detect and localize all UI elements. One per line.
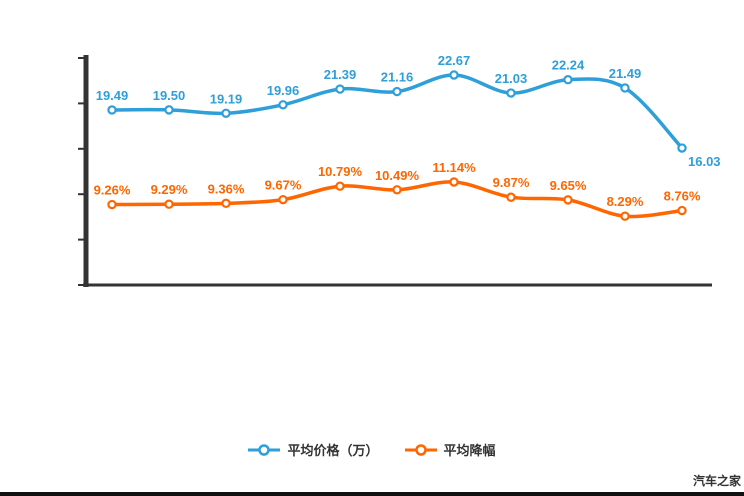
series-line-0 bbox=[111, 73, 684, 150]
data-point-label: 21.49 bbox=[609, 66, 642, 81]
data-point-label: 11.14% bbox=[432, 160, 476, 175]
data-point-marker[interactable] bbox=[563, 75, 573, 85]
data-point-marker[interactable] bbox=[164, 105, 174, 115]
data-point-label: 10.79% bbox=[318, 164, 363, 179]
watermark-autohome: 汽车之家 bbox=[692, 474, 741, 488]
data-point-label: 8.76% bbox=[664, 189, 701, 204]
data-point-marker[interactable] bbox=[107, 199, 117, 210]
data-point-label: 10.49% bbox=[375, 168, 420, 183]
data-point-marker[interactable] bbox=[392, 185, 402, 195]
legend-line-marker-blue-icon bbox=[248, 443, 281, 456]
data-point-label: 19.49 bbox=[96, 88, 129, 103]
data-point-label: 21.03 bbox=[495, 71, 528, 86]
data-point-marker[interactable] bbox=[449, 70, 459, 80]
legend-label-avg-discount: 平均降幅 bbox=[443, 443, 496, 458]
data-point-label: 8.29% bbox=[607, 194, 644, 209]
data-point-label: 9.65% bbox=[550, 178, 587, 193]
data-point-label: 16.03 bbox=[688, 154, 721, 169]
data-point-label: 19.50 bbox=[153, 88, 186, 103]
chart-legend: 平均价格（万） 平均降幅 bbox=[0, 440, 744, 459]
data-point-marker[interactable] bbox=[506, 192, 516, 202]
legend-item-avg-price[interactable]: 平均价格（万） bbox=[248, 440, 379, 459]
data-point-marker[interactable] bbox=[335, 181, 345, 191]
data-point-marker[interactable] bbox=[449, 177, 459, 187]
data-point-label: 9.67% bbox=[265, 178, 302, 193]
data-point-marker[interactable] bbox=[278, 194, 288, 205]
data-point-marker[interactable] bbox=[335, 84, 345, 94]
data-point-marker[interactable] bbox=[506, 88, 516, 98]
data-point-marker[interactable] bbox=[677, 143, 687, 153]
data-point-marker[interactable] bbox=[563, 195, 573, 205]
data-point-marker[interactable] bbox=[221, 108, 231, 118]
data-point-marker[interactable] bbox=[107, 105, 117, 115]
data-point-label: 19.19 bbox=[210, 91, 243, 106]
data-point-label: 9.87% bbox=[493, 175, 530, 190]
bottom-border-bar bbox=[0, 492, 744, 496]
legend-label-avg-price: 平均价格（万） bbox=[287, 443, 379, 458]
data-point-marker[interactable] bbox=[278, 100, 288, 110]
data-point-marker[interactable] bbox=[677, 205, 687, 216]
data-point-label: 21.39 bbox=[324, 67, 357, 82]
data-point-marker[interactable] bbox=[620, 211, 630, 221]
data-point-marker[interactable] bbox=[392, 86, 402, 97]
data-point-label: 9.26% bbox=[94, 183, 131, 198]
legend-line-marker-orange-icon bbox=[404, 443, 437, 456]
data-point-label: 21.16 bbox=[381, 70, 414, 85]
data-point-label: 9.29% bbox=[151, 182, 188, 197]
data-point-label: 22.67 bbox=[438, 53, 471, 68]
data-point-label: 22.24 bbox=[552, 58, 585, 73]
data-point-marker[interactable] bbox=[164, 199, 174, 209]
data-point-marker[interactable] bbox=[620, 83, 630, 93]
data-point-label: 9.36% bbox=[208, 181, 245, 196]
data-point-label: 19.96 bbox=[267, 83, 300, 98]
legend-item-avg-discount[interactable]: 平均降幅 bbox=[404, 440, 496, 459]
data-point-marker[interactable] bbox=[221, 198, 231, 209]
